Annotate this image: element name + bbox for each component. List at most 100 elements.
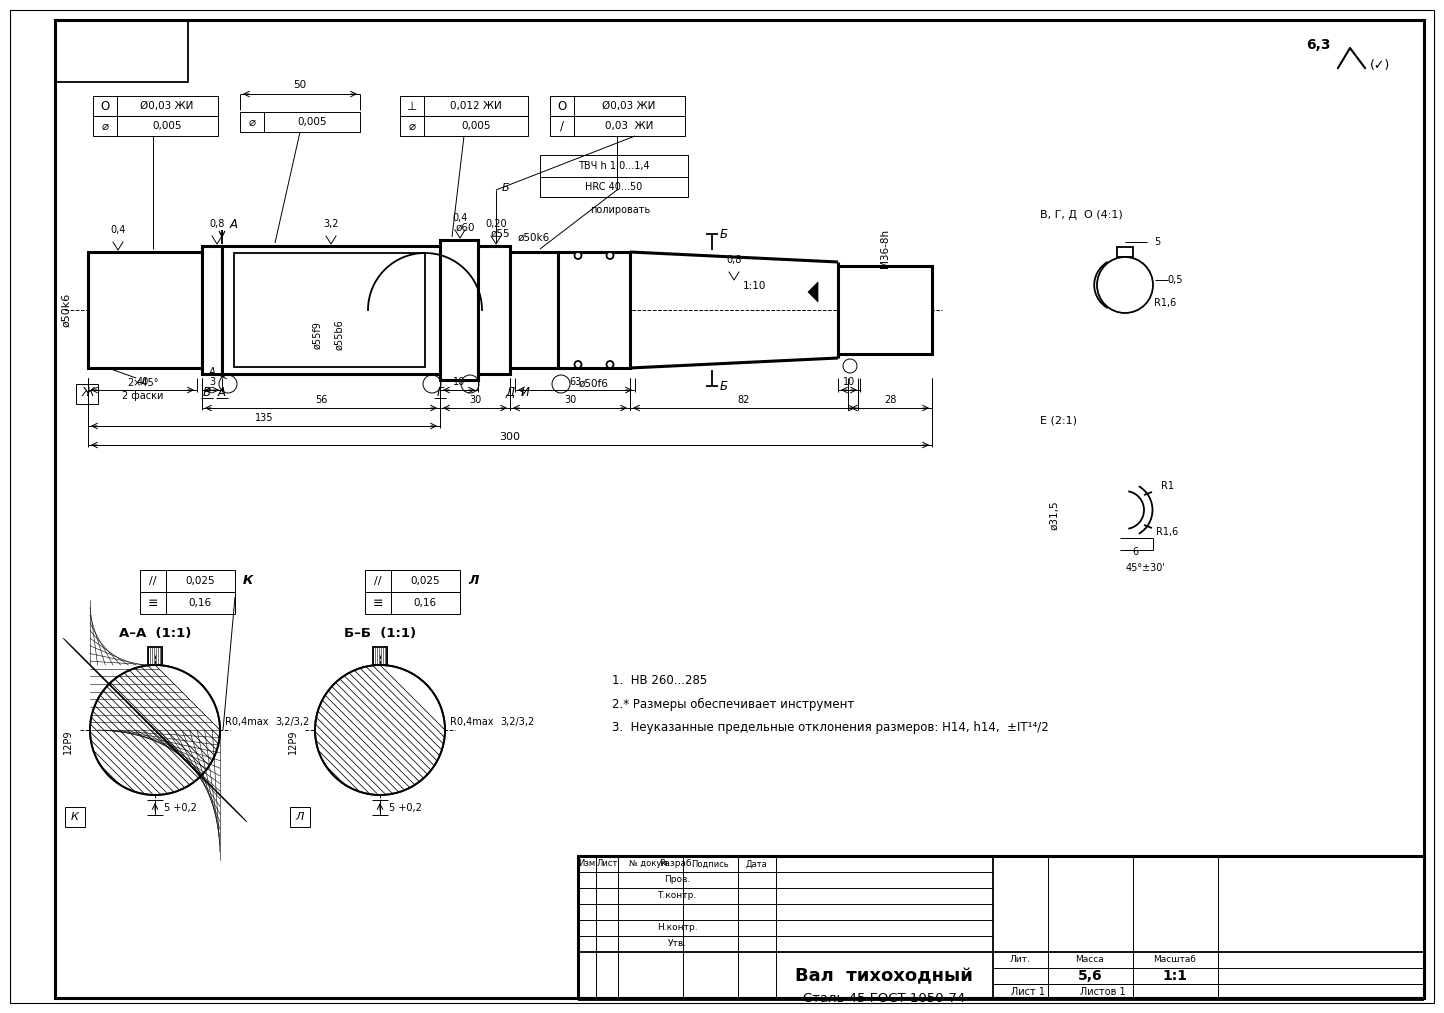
Text: Лист 1: Лист 1	[1011, 987, 1045, 997]
Bar	[510, 252, 557, 368]
Bar	[540, 155, 687, 197]
Bar	[88, 252, 202, 368]
Text: Пров.: Пров.	[664, 875, 690, 884]
Text: R1,6: R1,6	[1154, 298, 1175, 308]
Text: E (2:1): E (2:1)	[1040, 415, 1077, 425]
Text: К: К	[243, 574, 253, 588]
Text: ⌀: ⌀	[101, 120, 108, 133]
Text: 45°±30': 45°±30'	[1125, 563, 1165, 573]
Text: ø55: ø55	[490, 229, 510, 239]
Text: R1: R1	[1161, 481, 1174, 491]
Text: 0,025: 0,025	[185, 576, 215, 586]
Bar	[92, 96, 218, 116]
Text: № докум.: № докум.	[630, 859, 670, 868]
Bar	[140, 592, 235, 614]
Text: ø50k6: ø50k6	[61, 293, 71, 327]
Text: 30: 30	[469, 395, 481, 405]
Text: 40: 40	[136, 377, 149, 387]
Text: R1,6: R1,6	[1155, 527, 1178, 537]
Polygon shape	[809, 282, 817, 302]
Text: 0,4: 0,4	[452, 213, 468, 223]
Text: 135: 135	[254, 413, 273, 423]
Text: Б–Б  (1:1): Б–Б (1:1)	[344, 626, 416, 639]
Text: Б: Б	[503, 183, 510, 193]
Bar	[290, 807, 310, 827]
Text: 63: 63	[569, 377, 580, 387]
Bar	[77, 384, 98, 404]
Text: Дата: Дата	[747, 859, 768, 868]
Text: 56: 56	[315, 395, 328, 405]
Text: 5: 5	[1154, 237, 1160, 247]
Text: А: А	[230, 218, 238, 231]
Text: 10: 10	[453, 377, 465, 387]
Text: 3,2: 3,2	[323, 219, 339, 229]
Text: ø55f9: ø55f9	[312, 321, 322, 348]
Text: 10: 10	[843, 377, 855, 387]
Text: Б: Б	[721, 380, 728, 392]
Text: Лист: Лист	[596, 859, 618, 868]
Text: 5 +0,2: 5 +0,2	[388, 803, 422, 813]
Text: ⌀: ⌀	[248, 115, 256, 129]
Text: 0,8: 0,8	[209, 219, 225, 229]
Text: К: К	[71, 812, 79, 822]
Text: 0,005: 0,005	[461, 121, 491, 131]
Text: 0,16: 0,16	[413, 598, 436, 608]
Text: 0,025: 0,025	[410, 576, 440, 586]
Text: //: //	[374, 576, 381, 586]
Text: 0,4: 0,4	[110, 225, 126, 235]
Text: Г: Г	[436, 386, 443, 398]
Bar	[234, 253, 425, 367]
Text: //: //	[149, 576, 157, 586]
Text: 3,2/3,2: 3,2/3,2	[274, 717, 309, 727]
Text: 12P9: 12P9	[287, 729, 297, 755]
Text: 28: 28	[884, 395, 897, 405]
Text: A: A	[209, 367, 215, 377]
Text: А: А	[218, 386, 227, 398]
Text: И: И	[521, 386, 530, 398]
Text: Сталь 45 ГОСТ 1050-74: Сталь 45 ГОСТ 1050-74	[803, 993, 965, 1006]
Text: Масштаб: Масштаб	[1154, 955, 1197, 964]
Text: В: В	[204, 386, 211, 398]
Text: /: /	[560, 120, 565, 133]
Circle shape	[1097, 257, 1152, 313]
Text: В, Г, Д  O (4:1): В, Г, Д O (4:1)	[1040, 210, 1123, 220]
Text: Б: Б	[721, 228, 728, 240]
Text: Ø0,03 ЖИ: Ø0,03 ЖИ	[140, 101, 193, 111]
Text: 0,012 ЖИ: 0,012 ЖИ	[451, 101, 503, 111]
Text: ≡: ≡	[373, 597, 383, 610]
Bar	[65, 807, 85, 827]
Text: Д: Д	[505, 386, 514, 398]
Bar	[578, 856, 1424, 998]
Text: ø31,5: ø31,5	[1050, 500, 1060, 530]
Text: Подпись: Подпись	[692, 859, 729, 868]
Text: 12P9: 12P9	[64, 729, 74, 755]
Text: 5 +0,2: 5 +0,2	[163, 803, 196, 813]
Text: 30: 30	[563, 395, 576, 405]
Bar	[365, 570, 461, 592]
Text: ø60: ø60	[455, 223, 475, 233]
Text: 0,16: 0,16	[188, 598, 212, 608]
Text: 2 фаски: 2 фаски	[123, 391, 163, 401]
Text: Утв.: Утв.	[667, 939, 686, 948]
Text: 0,8: 0,8	[726, 255, 742, 265]
Text: M36-8h: M36-8h	[879, 229, 890, 267]
Bar	[202, 246, 222, 374]
Text: 6,3: 6,3	[1305, 38, 1330, 52]
Text: 0,005: 0,005	[297, 116, 326, 127]
Bar	[550, 116, 684, 136]
Bar	[147, 647, 162, 665]
Text: 1:1: 1:1	[1162, 969, 1187, 983]
Circle shape	[606, 252, 614, 259]
Text: 2.* Размеры обеспечивает инструмент: 2.* Размеры обеспечивает инструмент	[612, 698, 855, 710]
Text: ø50f6: ø50f6	[579, 379, 609, 389]
Circle shape	[575, 252, 582, 259]
Text: Изм: Изм	[579, 859, 595, 868]
Bar	[240, 112, 360, 132]
Text: Масса: Масса	[1076, 955, 1105, 964]
Text: HRC 40...50: HRC 40...50	[585, 182, 643, 192]
Text: 1.  НВ 260...285: 1. НВ 260...285	[612, 674, 708, 687]
Text: 0,005: 0,005	[152, 121, 182, 131]
Text: Л: Л	[296, 812, 305, 822]
Text: R0,4max: R0,4max	[451, 717, 494, 727]
Text: 6: 6	[1132, 547, 1138, 557]
